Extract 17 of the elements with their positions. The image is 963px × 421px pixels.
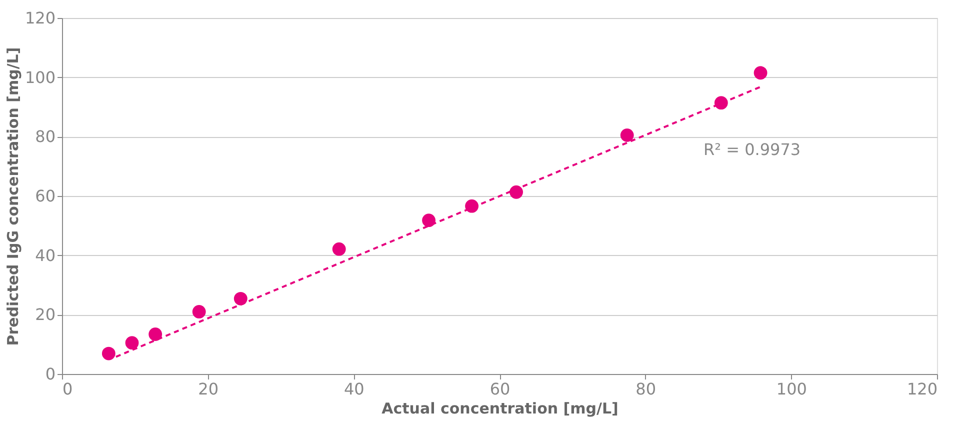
x-tick-label: 80 <box>636 380 656 398</box>
x-tick-label: 20 <box>198 380 219 398</box>
y-tick-label: 20 <box>35 305 56 324</box>
y-tick-label: 60 <box>35 186 56 206</box>
x-tick-label: 40 <box>344 380 364 398</box>
x-tick-label: 60 <box>490 380 510 398</box>
x-tick-label: 0 <box>62 380 73 398</box>
y-tick-label: 100 <box>24 68 56 87</box>
y-axis-title: Predicted IgG concentration [mg/L] <box>4 47 22 346</box>
x-axis-title: Actual concentration [mg/L] <box>382 400 618 418</box>
y-tick-label: 80 <box>35 127 56 146</box>
annotation: R² = 0.9973 <box>703 140 801 159</box>
y-tick-label: 120 <box>24 8 56 28</box>
y-tick-label: 40 <box>35 246 56 265</box>
y-tick-label: 0 <box>45 364 56 384</box>
x-tick-label: 100 <box>776 380 807 398</box>
x-tick-label: 120 <box>906 380 938 398</box>
